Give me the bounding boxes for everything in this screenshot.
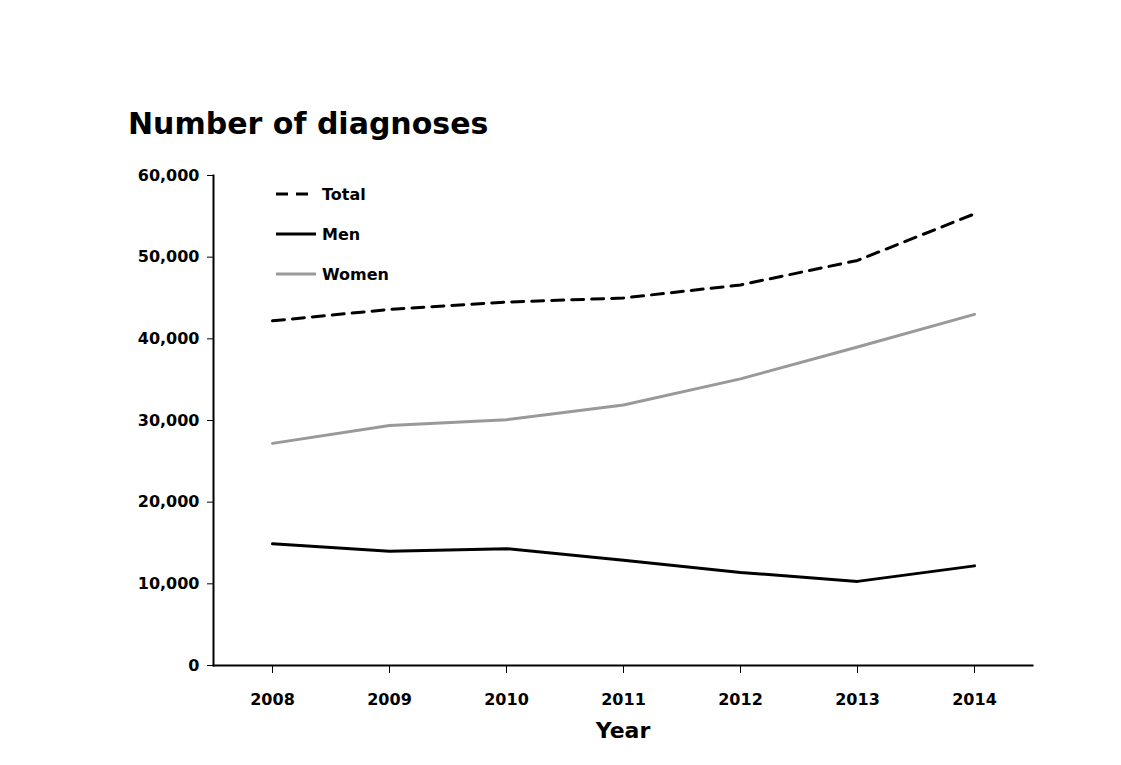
svg-text:2011: 2011: [601, 690, 646, 709]
svg-text:0: 0: [188, 656, 199, 675]
svg-text:40,000: 40,000: [138, 329, 200, 348]
svg-text:2010: 2010: [484, 690, 529, 709]
svg-text:30,000: 30,000: [138, 411, 200, 430]
svg-text:2012: 2012: [718, 690, 763, 709]
svg-text:50,000: 50,000: [138, 247, 200, 266]
svg-text:10,000: 10,000: [138, 574, 200, 593]
html-text:Men: Men: [322, 224, 361, 244]
svg-text:60,000: 60,000: [138, 166, 200, 185]
html-text:Number of diagnoses: Number of diagnoses: [128, 106, 489, 141]
svg-text:2008: 2008: [250, 690, 295, 709]
svg-text:20,000: 20,000: [138, 492, 200, 511]
svg-text:Year: Year: [595, 718, 651, 743]
svg-text:2009: 2009: [367, 690, 412, 709]
html-text:Women: Women: [322, 264, 389, 284]
svg-text:2013: 2013: [835, 690, 880, 709]
svg-text:2014: 2014: [952, 690, 997, 709]
html-text:Total: Total: [322, 184, 366, 204]
